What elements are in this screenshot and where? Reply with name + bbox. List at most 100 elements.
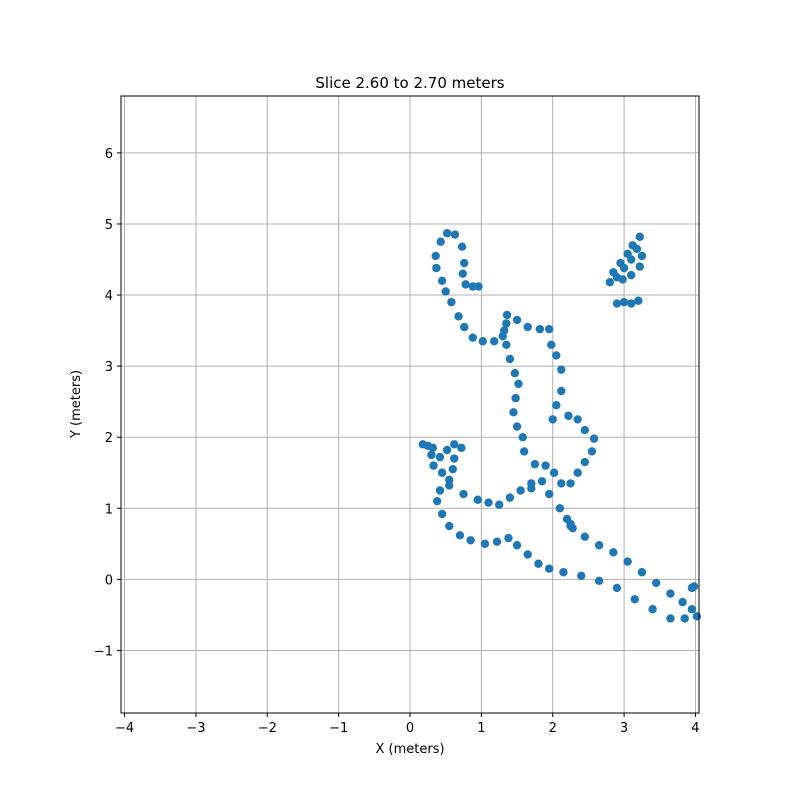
data-point — [559, 568, 568, 577]
data-point — [552, 351, 561, 360]
data-point — [437, 276, 447, 286]
data-point — [666, 589, 675, 598]
data-point — [436, 237, 445, 246]
data-point — [448, 464, 458, 474]
y-tick-label: 2 — [105, 431, 113, 446]
data-point — [549, 468, 559, 477]
data-point — [527, 484, 536, 493]
data-point — [512, 315, 522, 325]
data-point — [544, 564, 554, 573]
data-point — [457, 242, 467, 251]
data-point — [445, 475, 454, 485]
y-axis-title: Y (meters) — [69, 370, 84, 439]
y-tick-label: 4 — [105, 289, 113, 304]
data-point — [450, 454, 459, 463]
x-tick-label: 2 — [549, 721, 557, 736]
data-point — [519, 447, 529, 456]
data-point — [594, 576, 604, 585]
data-point — [605, 278, 615, 287]
data-point — [618, 275, 627, 284]
data-point — [437, 468, 447, 477]
data-point — [512, 541, 522, 550]
data-point — [468, 333, 477, 342]
x-tick-label: −3 — [186, 721, 205, 736]
data-point — [523, 322, 532, 332]
x-axis-title: X (meters) — [375, 742, 444, 757]
data-point — [587, 447, 597, 456]
data-point — [523, 550, 532, 559]
data-point — [516, 486, 525, 495]
data-point — [678, 597, 687, 607]
data-point — [512, 422, 522, 431]
data-point — [637, 251, 647, 261]
data-point — [473, 495, 482, 504]
data-point — [544, 324, 554, 334]
x-tick-label: 4 — [691, 721, 699, 736]
data-point — [457, 443, 466, 453]
data-point — [623, 557, 632, 566]
data-point — [577, 571, 586, 581]
y-tick-label: 6 — [105, 147, 113, 162]
data-point — [557, 386, 566, 396]
data-point — [557, 365, 566, 374]
data-point — [450, 230, 460, 239]
data-point — [518, 432, 527, 442]
data-point — [594, 541, 604, 550]
y-tick-label: 0 — [105, 573, 113, 588]
data-point — [634, 296, 643, 305]
x-tick-label: 3 — [620, 721, 628, 736]
data-point — [609, 268, 618, 277]
data-point — [623, 249, 632, 259]
data-point — [628, 241, 637, 250]
data-point — [573, 468, 582, 477]
data-point — [689, 582, 699, 591]
y-tick-label: 5 — [105, 218, 113, 233]
data-point — [459, 489, 468, 499]
data-point — [627, 270, 636, 280]
data-point — [468, 282, 477, 291]
data-point — [534, 559, 543, 568]
data-point — [447, 297, 456, 307]
data-point — [547, 340, 556, 349]
data-point — [478, 337, 487, 346]
data-point — [480, 539, 490, 549]
x-tick-label: −4 — [115, 721, 134, 736]
data-point — [442, 228, 452, 238]
x-axis: −4 −3 −2 −1 0 1 2 3 4 — [115, 713, 700, 736]
y-tick-label: 3 — [105, 360, 113, 375]
data-point — [458, 269, 468, 278]
data-point — [635, 232, 644, 241]
data-point — [564, 411, 573, 421]
data-point — [423, 441, 433, 450]
data-point — [510, 369, 520, 378]
data-point — [502, 310, 512, 320]
data-point — [432, 263, 441, 273]
data-point — [442, 445, 452, 455]
data-point — [511, 393, 520, 403]
data-point — [454, 312, 463, 321]
chart-title: Slice 2.60 to 2.70 meters — [315, 74, 504, 92]
data-point — [435, 486, 445, 495]
data-point — [609, 548, 618, 557]
data-point — [505, 493, 515, 502]
data-point — [432, 496, 442, 506]
data-point — [492, 537, 502, 546]
data-point — [461, 280, 470, 289]
data-point — [466, 536, 475, 545]
data-point — [535, 324, 545, 334]
data-point — [580, 532, 590, 541]
data-point — [568, 523, 577, 533]
data-point — [580, 457, 590, 467]
data-point — [648, 605, 657, 614]
data-point — [429, 461, 438, 470]
data-point — [499, 326, 509, 335]
data-point — [437, 509, 447, 519]
data-point — [630, 595, 639, 604]
data-point — [573, 415, 582, 424]
data-point — [490, 337, 499, 346]
data-point — [555, 504, 565, 513]
x-tick-label: 0 — [406, 721, 414, 736]
data-point — [651, 578, 661, 588]
data-point — [612, 299, 622, 308]
